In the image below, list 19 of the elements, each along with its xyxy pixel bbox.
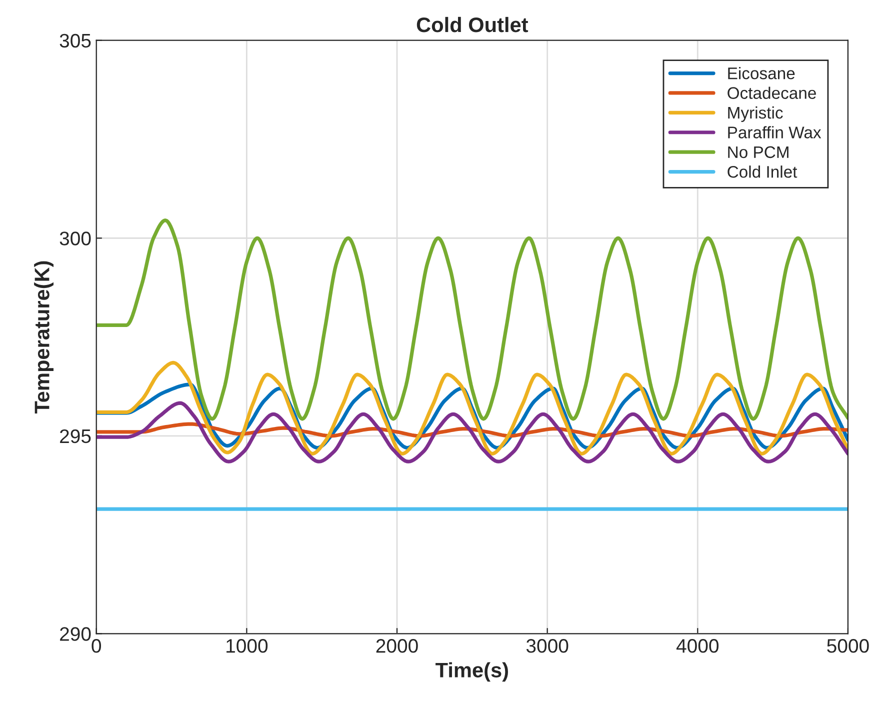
chart-title: Cold Outlet <box>416 16 528 32</box>
legend-label: Cold Inlet <box>728 166 798 178</box>
x-tick-label: 4000 <box>676 639 719 653</box>
y-tick-label: 295 <box>60 429 91 444</box>
y-tick-label: 290 <box>60 627 91 641</box>
x-tick-label: 2000 <box>376 639 418 653</box>
legend-label: Octadecane <box>728 86 816 99</box>
legend-label: No PCM <box>728 146 788 158</box>
y-axis-title: Temperature(K) <box>34 261 54 414</box>
x-axis-title: Time(s) <box>436 662 508 682</box>
legend-label: Paraffin Wax <box>728 126 822 138</box>
legend-label: Myristic <box>728 106 783 122</box>
legend-label: Eicosane <box>728 67 795 80</box>
x-tick-label: 5000 <box>827 639 869 653</box>
y-tick-label: 300 <box>60 232 91 246</box>
x-tick-label: 3000 <box>526 639 568 653</box>
x-tick-label: 0 <box>92 639 102 653</box>
x-tick-label: 1000 <box>226 639 268 653</box>
y-tick-label: 305 <box>60 34 91 48</box>
